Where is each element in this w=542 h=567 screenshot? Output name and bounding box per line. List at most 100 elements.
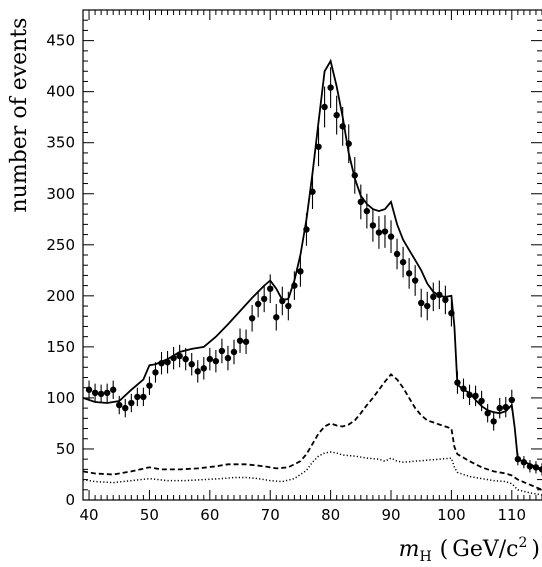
- axis-ticks: 40 50 60 70 80 90 100 110 0 50 100 150 200 250 300 350 4…: [46, 10, 542, 524]
- x-tick-label: 70: [261, 506, 280, 524]
- y-tick-label: 100: [46, 389, 75, 407]
- x-tick-label: 50: [140, 506, 159, 524]
- series-line-dotted: [82, 451, 542, 496]
- data-point: [357, 198, 365, 206]
- data-point: [188, 361, 195, 368]
- data-point: [424, 302, 431, 310]
- plot-frame: [82, 9, 542, 501]
- x-tick-label: 40: [79, 506, 98, 524]
- data-point: [285, 302, 292, 310]
- data-point: [381, 228, 389, 235]
- x-tick-label: 80: [321, 506, 340, 524]
- data-point: [242, 338, 250, 345]
- data-point: [176, 352, 183, 360]
- data-point: [273, 314, 280, 321]
- data-point: [496, 404, 503, 412]
- data-point: [351, 172, 358, 179]
- data-point: [97, 390, 105, 398]
- data-point: [297, 268, 304, 275]
- x-axis-label-power: 2: [518, 535, 527, 551]
- data-point: [508, 396, 516, 404]
- series-line-dashed: [82, 373, 542, 491]
- data-point: [218, 347, 226, 355]
- data-point: [267, 285, 274, 292]
- x-tick-label: 90: [381, 506, 400, 524]
- data-point: [442, 296, 449, 304]
- data-point: [490, 418, 497, 425]
- x-tick-label: 60: [200, 506, 219, 524]
- data-point: [254, 300, 262, 308]
- x-axis-label-unit: GeV/c: [452, 537, 518, 562]
- data-point: [248, 315, 256, 322]
- y-tick-label: 150: [46, 338, 75, 356]
- data-point: [339, 123, 346, 130]
- data-point: [369, 222, 377, 229]
- data-point: [291, 282, 298, 289]
- data-point: [472, 392, 479, 400]
- data-point: [520, 459, 528, 466]
- data-point: [448, 309, 455, 317]
- data-point: [363, 207, 371, 215]
- data-point: [103, 389, 111, 397]
- data-point: [122, 404, 129, 412]
- data-point: [454, 379, 461, 386]
- data-point: [405, 270, 413, 277]
- y-tick-label: 300: [46, 185, 75, 203]
- x-tick-label: 100: [437, 506, 466, 524]
- data-point: [236, 337, 244, 344]
- data-point: [134, 393, 141, 401]
- data-point: [212, 357, 220, 365]
- data-point: [200, 365, 207, 372]
- series-line-solid: [82, 58, 542, 471]
- x-axis-label-sub: H: [419, 549, 431, 565]
- data-point: [128, 399, 135, 407]
- data-point: [430, 293, 437, 301]
- y-tick-label: 400: [46, 83, 75, 101]
- x-axis-label-var: m: [399, 537, 420, 562]
- data-point: [399, 258, 407, 266]
- y-tick-label: 350: [46, 134, 75, 152]
- x-axis-label: mH (GeV/c2): [399, 535, 540, 565]
- x-tick-label: 110: [497, 506, 526, 524]
- y-tick-label: 50: [56, 440, 75, 458]
- data-point: [333, 111, 340, 119]
- data-point: [170, 354, 177, 362]
- y-tick-label: 450: [46, 32, 75, 50]
- data-point: [375, 229, 383, 236]
- data-point: [387, 233, 395, 240]
- data-point: [224, 354, 232, 362]
- data-point: [146, 382, 153, 389]
- data-point: [116, 401, 123, 409]
- data-point: [526, 463, 534, 470]
- data-point: [460, 385, 467, 392]
- data-point: [164, 358, 171, 366]
- data-point: [309, 188, 316, 195]
- data-point: [194, 368, 201, 375]
- data-point: [152, 369, 159, 376]
- data-point: [484, 410, 491, 417]
- data-point: [260, 295, 268, 303]
- data-point: [230, 348, 238, 356]
- data-point: [327, 84, 334, 91]
- data-point: [418, 299, 425, 307]
- data-point: [321, 103, 328, 111]
- data-point: [158, 360, 165, 367]
- y-tick-label: 0: [65, 491, 75, 509]
- data-point: [91, 389, 99, 397]
- data-point: [315, 143, 322, 150]
- data-point: [206, 355, 214, 363]
- x-axis-label-open: (: [440, 537, 449, 562]
- y-axis-label: number of events: [7, 18, 32, 213]
- data-point: [182, 355, 189, 363]
- y-tick-label: 250: [46, 236, 75, 254]
- data-point: [502, 403, 509, 411]
- data-point: [109, 386, 117, 393]
- data-point: [436, 291, 443, 299]
- data-point: [514, 455, 522, 463]
- plot-marks: [82, 58, 542, 496]
- data-point: [303, 226, 310, 233]
- data-point: [393, 250, 401, 258]
- y-tick-label: 200: [46, 287, 75, 305]
- data-point: [345, 140, 352, 147]
